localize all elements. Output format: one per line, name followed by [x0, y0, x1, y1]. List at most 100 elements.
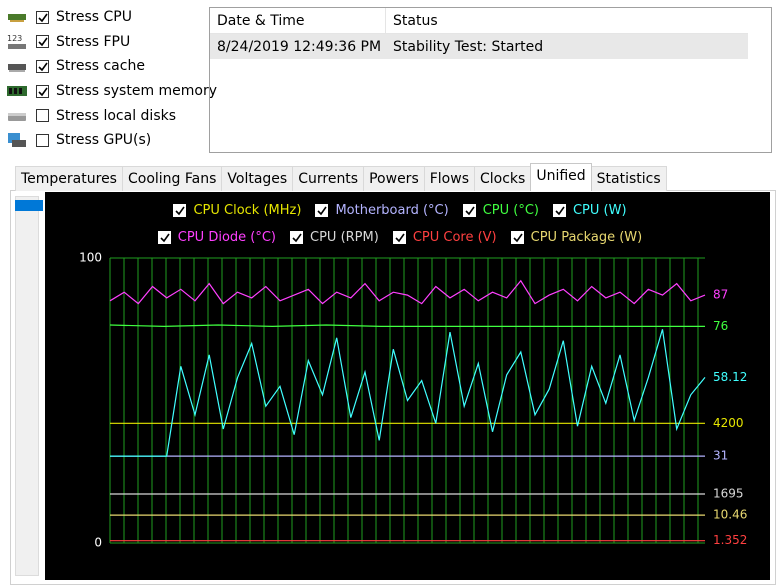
legend-entry[interactable]: CPU Core (V) [392, 228, 497, 247]
tab[interactable]: Unified [530, 163, 592, 191]
check-mark [38, 62, 48, 72]
check-mark [317, 206, 328, 216]
check-mark [555, 206, 565, 216]
current-reading: 31 [713, 449, 728, 463]
check-mark-path [38, 87, 48, 96]
legend: CPU Clock (MHz) Motherboard (°C) CPU (°C) C… [120, 201, 680, 247]
legend-entry[interactable]: CPU Diode (°C) [157, 228, 277, 247]
legend-entry[interactable]: CPU Package (W) [510, 228, 643, 247]
scrollbar[interactable] [15, 196, 39, 576]
check-mark-path [555, 206, 565, 216]
legend-entry[interactable]: CPU (°C) [462, 201, 539, 220]
check-mark [38, 13, 48, 23]
log-table: Date & Time Status 8/24/2019 12:49:36 PM… [209, 7, 772, 153]
option-label[interactable]: Stress local disks [56, 107, 177, 124]
legend-label[interactable]: Motherboard (°C) [335, 203, 449, 218]
tab[interactable]: Currents [292, 166, 365, 191]
stress-options: Stress CPU 123 Stress FPU Stress cache Stres… [6, 5, 217, 153]
current-reading: 58.12 [713, 370, 747, 384]
stress-option[interactable]: Stress GPU(s) [6, 128, 217, 153]
check-mark [292, 233, 302, 243]
check-mark-path [175, 206, 186, 216]
legend-label[interactable]: CPU (RPM) [310, 230, 379, 245]
stress-option[interactable]: Stress cache [6, 54, 217, 79]
option-icon [8, 14, 26, 23]
checkbox[interactable] [173, 204, 187, 217]
legend-label[interactable]: CPU Package (W) [530, 230, 643, 245]
stress-option[interactable]: Stress system memory [6, 79, 217, 104]
checkbox[interactable] [36, 59, 49, 73]
tab[interactable]: Clocks [474, 166, 532, 191]
column-header[interactable]: Date & Time [210, 8, 386, 33]
check-mark-path [292, 233, 302, 243]
scroll-thumb[interactable] [15, 200, 43, 211]
column-header[interactable]: Status [393, 12, 438, 29]
tab[interactable]: Statistics [590, 166, 667, 191]
current-reading: 76 [713, 319, 728, 333]
legend-label[interactable]: CPU Clock (MHz) [193, 203, 302, 218]
tab[interactable]: Cooling Fans [121, 166, 223, 191]
option-label[interactable]: Stress cache [56, 58, 145, 75]
checkbox[interactable] [392, 231, 406, 244]
option-icon [7, 86, 27, 97]
checkbox[interactable] [510, 231, 524, 244]
checkbox[interactable] [36, 109, 49, 123]
checkbox[interactable] [290, 231, 304, 244]
checkbox[interactable] [462, 204, 476, 217]
checkbox[interactable] [36, 35, 49, 49]
checkbox[interactable] [36, 133, 49, 147]
legend-label[interactable]: CPU Diode (°C) [177, 230, 277, 245]
check-mark [38, 37, 48, 47]
table-row[interactable]: 8/24/2019 12:49:36 PM Stability Test: St… [210, 34, 748, 59]
series-line [110, 329, 706, 457]
tab[interactable]: Voltages [221, 166, 294, 191]
tab[interactable]: Temperatures [15, 166, 123, 191]
check-mark-path [38, 37, 48, 47]
current-reading: 10.46 [713, 508, 747, 522]
check-mark-path [395, 233, 405, 243]
option-label[interactable]: Stress system memory [56, 83, 218, 100]
checkbox[interactable] [157, 231, 171, 244]
series-line [109, 324, 705, 328]
stress-option[interactable]: Stress CPU [6, 5, 217, 30]
check-mark-path [160, 233, 170, 243]
legend-entry[interactable]: Motherboard (°C) [315, 201, 449, 220]
tab[interactable]: Powers [363, 166, 425, 191]
option-label[interactable]: Stress FPU [56, 33, 131, 50]
legend-entry[interactable]: CPU (W) [552, 201, 627, 220]
legend-label[interactable]: CPU Core (V) [412, 230, 497, 245]
checkbox[interactable] [36, 10, 49, 24]
cell: Stability Test: Started [393, 38, 544, 55]
check-mark [160, 233, 170, 243]
check-mark [38, 87, 48, 96]
checkbox[interactable] [552, 204, 566, 217]
tab[interactable]: Flows [423, 166, 475, 191]
legend-entry[interactable]: CPU (RPM) [290, 228, 379, 247]
option-label[interactable]: Stress GPU(s) [56, 132, 152, 149]
legend-entry[interactable]: CPU Clock (MHz) [173, 201, 301, 220]
svg-text:123: 123 [7, 34, 22, 43]
current-reading: 1.352 [713, 533, 747, 547]
option-icon: 123 [7, 34, 26, 49]
table-header: Date & Time Status [210, 8, 748, 34]
check-mark-path [513, 233, 523, 243]
stress-option[interactable]: Stress local disks [6, 103, 217, 128]
cell: 8/24/2019 12:49:36 PM [217, 38, 382, 55]
check-mark-path [317, 206, 328, 216]
series-line [109, 279, 706, 305]
current-reading: 87 [713, 288, 728, 302]
option-icon [8, 64, 26, 73]
check-mark [175, 206, 186, 216]
check-mark-path [38, 62, 48, 72]
chart: 0 100 4200 31 76 58.12 87 1695 1.352 10.46 CPU Cl… [45, 192, 770, 580]
checkbox[interactable] [36, 84, 49, 98]
checkbox[interactable] [315, 204, 329, 217]
chart-plot: 0 100 4200 31 76 58.12 87 1695 1.352 10.46 [79, 251, 747, 550]
stress-option[interactable]: 123 Stress FPU [6, 30, 217, 55]
y-tick-label: 0 [94, 536, 102, 550]
legend-label[interactable]: CPU (°C) [482, 203, 539, 218]
option-label[interactable]: Stress CPU [56, 9, 132, 26]
option-icon [8, 133, 26, 148]
legend-label[interactable]: CPU (W) [572, 203, 627, 218]
